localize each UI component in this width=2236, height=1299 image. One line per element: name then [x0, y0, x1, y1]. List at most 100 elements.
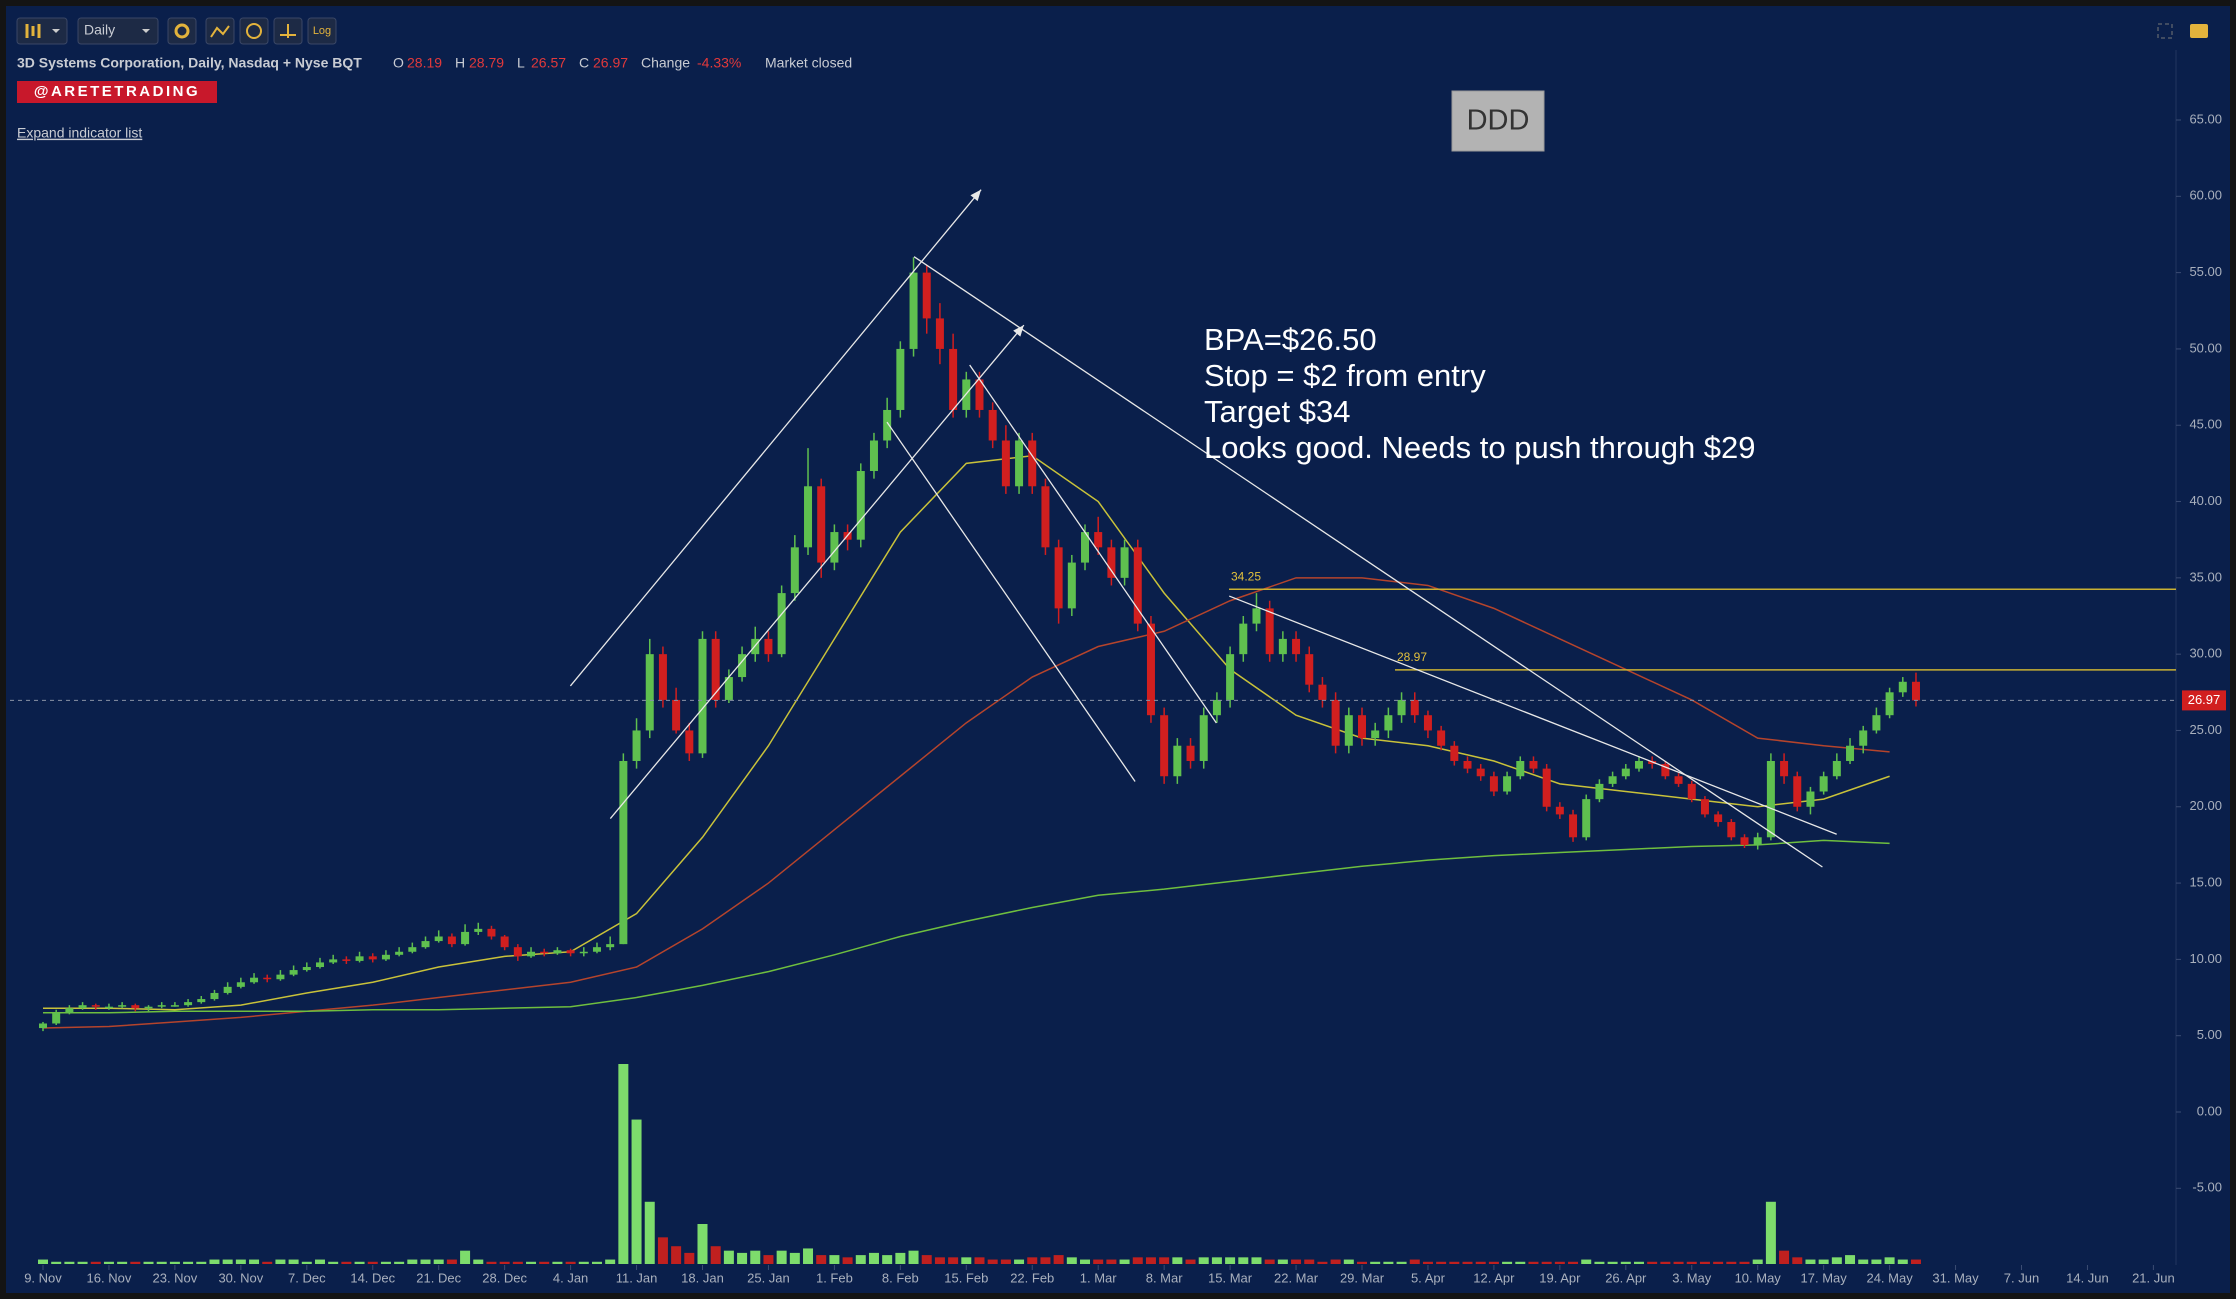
log-label: Log [313, 25, 331, 37]
volume-bar [1304, 1259, 1315, 1264]
x-tick-label: 4. Jan [553, 1270, 588, 1285]
volume-bar [1198, 1257, 1209, 1264]
volume-bar [143, 1261, 154, 1264]
volume-bar [512, 1261, 523, 1264]
expand-indicator-link[interactable]: Expand indicator list [17, 125, 142, 141]
trend-line [609, 324, 1025, 819]
candle-body [513, 947, 522, 957]
volume-bar [1620, 1261, 1631, 1264]
candle-body [131, 1005, 140, 1009]
y-tick-label: -5.00 [2192, 1180, 2222, 1195]
candle-body [856, 471, 865, 540]
x-tick-label: 16. Nov [87, 1270, 132, 1285]
candle-body [1252, 608, 1261, 624]
volume-bar [117, 1261, 128, 1264]
interval-label: Daily [84, 22, 115, 38]
candle-body [1450, 745, 1459, 761]
volume-bar [1277, 1259, 1288, 1264]
candle-body [1239, 623, 1248, 655]
level-label: 28.97 [1397, 650, 1427, 664]
chart-type-button[interactable] [16, 17, 68, 45]
volume-bar [1132, 1257, 1143, 1264]
symbol-header: 3D Systems Corporation, Daily, Nasdaq + … [17, 55, 852, 71]
moving-average [43, 839, 1890, 1014]
x-tick-label: 14. Dec [350, 1270, 395, 1285]
candle-body [804, 486, 813, 548]
volume-bar [1317, 1261, 1328, 1264]
volume-bar [1554, 1261, 1565, 1264]
candle-body [434, 936, 443, 942]
settings-button[interactable] [167, 17, 197, 45]
symbol-box [1451, 90, 1545, 152]
candle-body [1529, 760, 1538, 769]
volume-bar [1343, 1259, 1354, 1264]
change-label: Change [641, 55, 690, 71]
volume-bar [367, 1261, 378, 1264]
volume-bar [288, 1259, 299, 1264]
x-tick-label: 3. May [1672, 1270, 1712, 1285]
volume-bar [499, 1261, 510, 1264]
fullscreen-button[interactable] [2157, 23, 2173, 39]
candle-body [1410, 699, 1419, 716]
candle-body [1173, 745, 1182, 777]
volume-bar [816, 1255, 827, 1264]
volume-bar [750, 1250, 761, 1264]
candle-body [540, 951, 549, 954]
volume-bar [235, 1259, 246, 1264]
candle-body [1120, 547, 1129, 578]
candle-body [1292, 638, 1301, 655]
candle-body [1001, 440, 1010, 487]
quote-label: O [393, 55, 404, 71]
candle-body [1700, 799, 1709, 815]
volume-bar [1779, 1250, 1790, 1264]
toolbar: Daily Log [16, 17, 2208, 45]
candle-body [184, 1002, 193, 1006]
x-tick-label: 10. May [1735, 1270, 1782, 1285]
volume-bar [1673, 1261, 1684, 1264]
volume-bar [249, 1259, 260, 1264]
candle-body [566, 950, 575, 954]
volume-bar [314, 1259, 325, 1264]
volume-bar [1357, 1261, 1367, 1264]
candle-body [236, 982, 245, 987]
crosshair-icon [280, 24, 296, 38]
candle-body [368, 956, 377, 960]
quote-label: C [579, 55, 589, 71]
candle-body [619, 760, 628, 945]
candle-body [738, 654, 747, 678]
y-tick-label: 25.00 [2189, 722, 2222, 737]
volume-bar [1805, 1259, 1816, 1264]
time-button[interactable] [239, 17, 269, 45]
last-price-tag [2182, 690, 2226, 711]
volume-bar [103, 1261, 114, 1264]
y-tick-label: 15.00 [2189, 875, 2222, 890]
volume-bar [961, 1257, 972, 1264]
x-tick-label: 15. Feb [944, 1270, 988, 1285]
volume-bar [51, 1261, 62, 1264]
volume-bar [1594, 1261, 1605, 1264]
y-tick-label: 50.00 [2189, 340, 2222, 355]
candle-body [1463, 760, 1472, 769]
x-tick-label: 22. Mar [1274, 1270, 1319, 1285]
snapshot-button[interactable] [2190, 24, 2208, 38]
volume-bar [1475, 1261, 1486, 1264]
volume-bar [1066, 1257, 1077, 1264]
volume-bar [803, 1248, 814, 1264]
log-button[interactable] [307, 17, 337, 45]
volume-bar [526, 1261, 537, 1264]
volume-bar [1159, 1257, 1170, 1264]
candle-body [381, 954, 390, 960]
interval-select[interactable] [77, 17, 159, 45]
candle-body [883, 409, 892, 441]
candle-body [1714, 814, 1723, 823]
x-tick-label: 30. Nov [218, 1270, 263, 1285]
volume-bar [1792, 1257, 1803, 1264]
y-tick-label: 40.00 [2189, 493, 2222, 508]
candle-body [1780, 760, 1789, 777]
x-tick-label: 7. Jun [2004, 1270, 2039, 1285]
y-tick-label: 30.00 [2189, 646, 2222, 661]
volume-bar [222, 1259, 233, 1264]
volume-bar [328, 1261, 339, 1264]
candle-body [487, 928, 496, 937]
